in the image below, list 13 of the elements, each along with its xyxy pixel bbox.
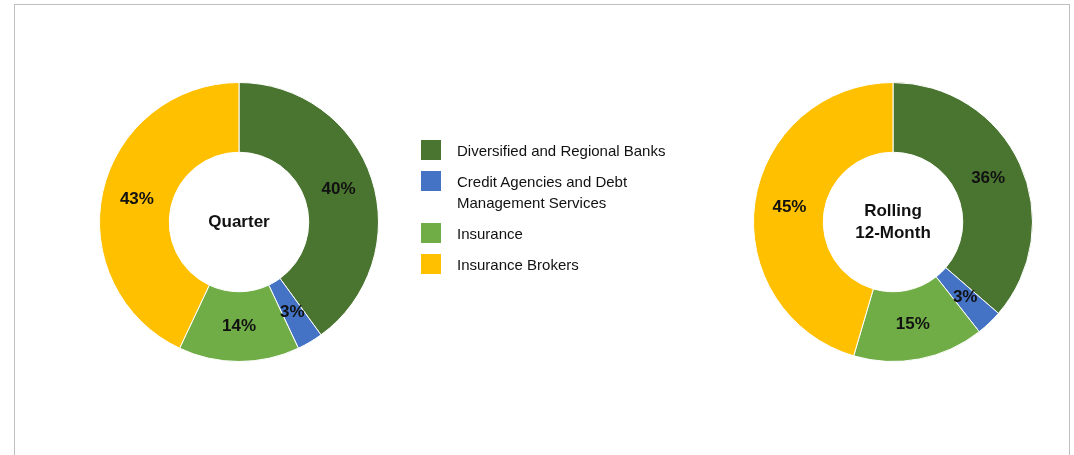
data-label: 43%	[119, 188, 154, 208]
text: Quarter	[208, 211, 271, 231]
legend-label: Insurance Brokers	[457, 255, 579, 275]
data-label: 36%	[971, 168, 1006, 188]
data-label: 45%	[772, 196, 807, 216]
data-label: 40%	[321, 179, 356, 199]
text: Rolling 12-Month	[855, 200, 931, 242]
data-label: 14%	[221, 316, 257, 336]
legend-label: Diversified and Regional Banks	[457, 141, 666, 161]
legend-label: Insurance	[457, 224, 523, 244]
legend-label: Credit Agencies and Debt Management Services	[457, 172, 629, 213]
data-label: 3%	[952, 287, 978, 307]
data-label: 15%	[895, 314, 930, 334]
